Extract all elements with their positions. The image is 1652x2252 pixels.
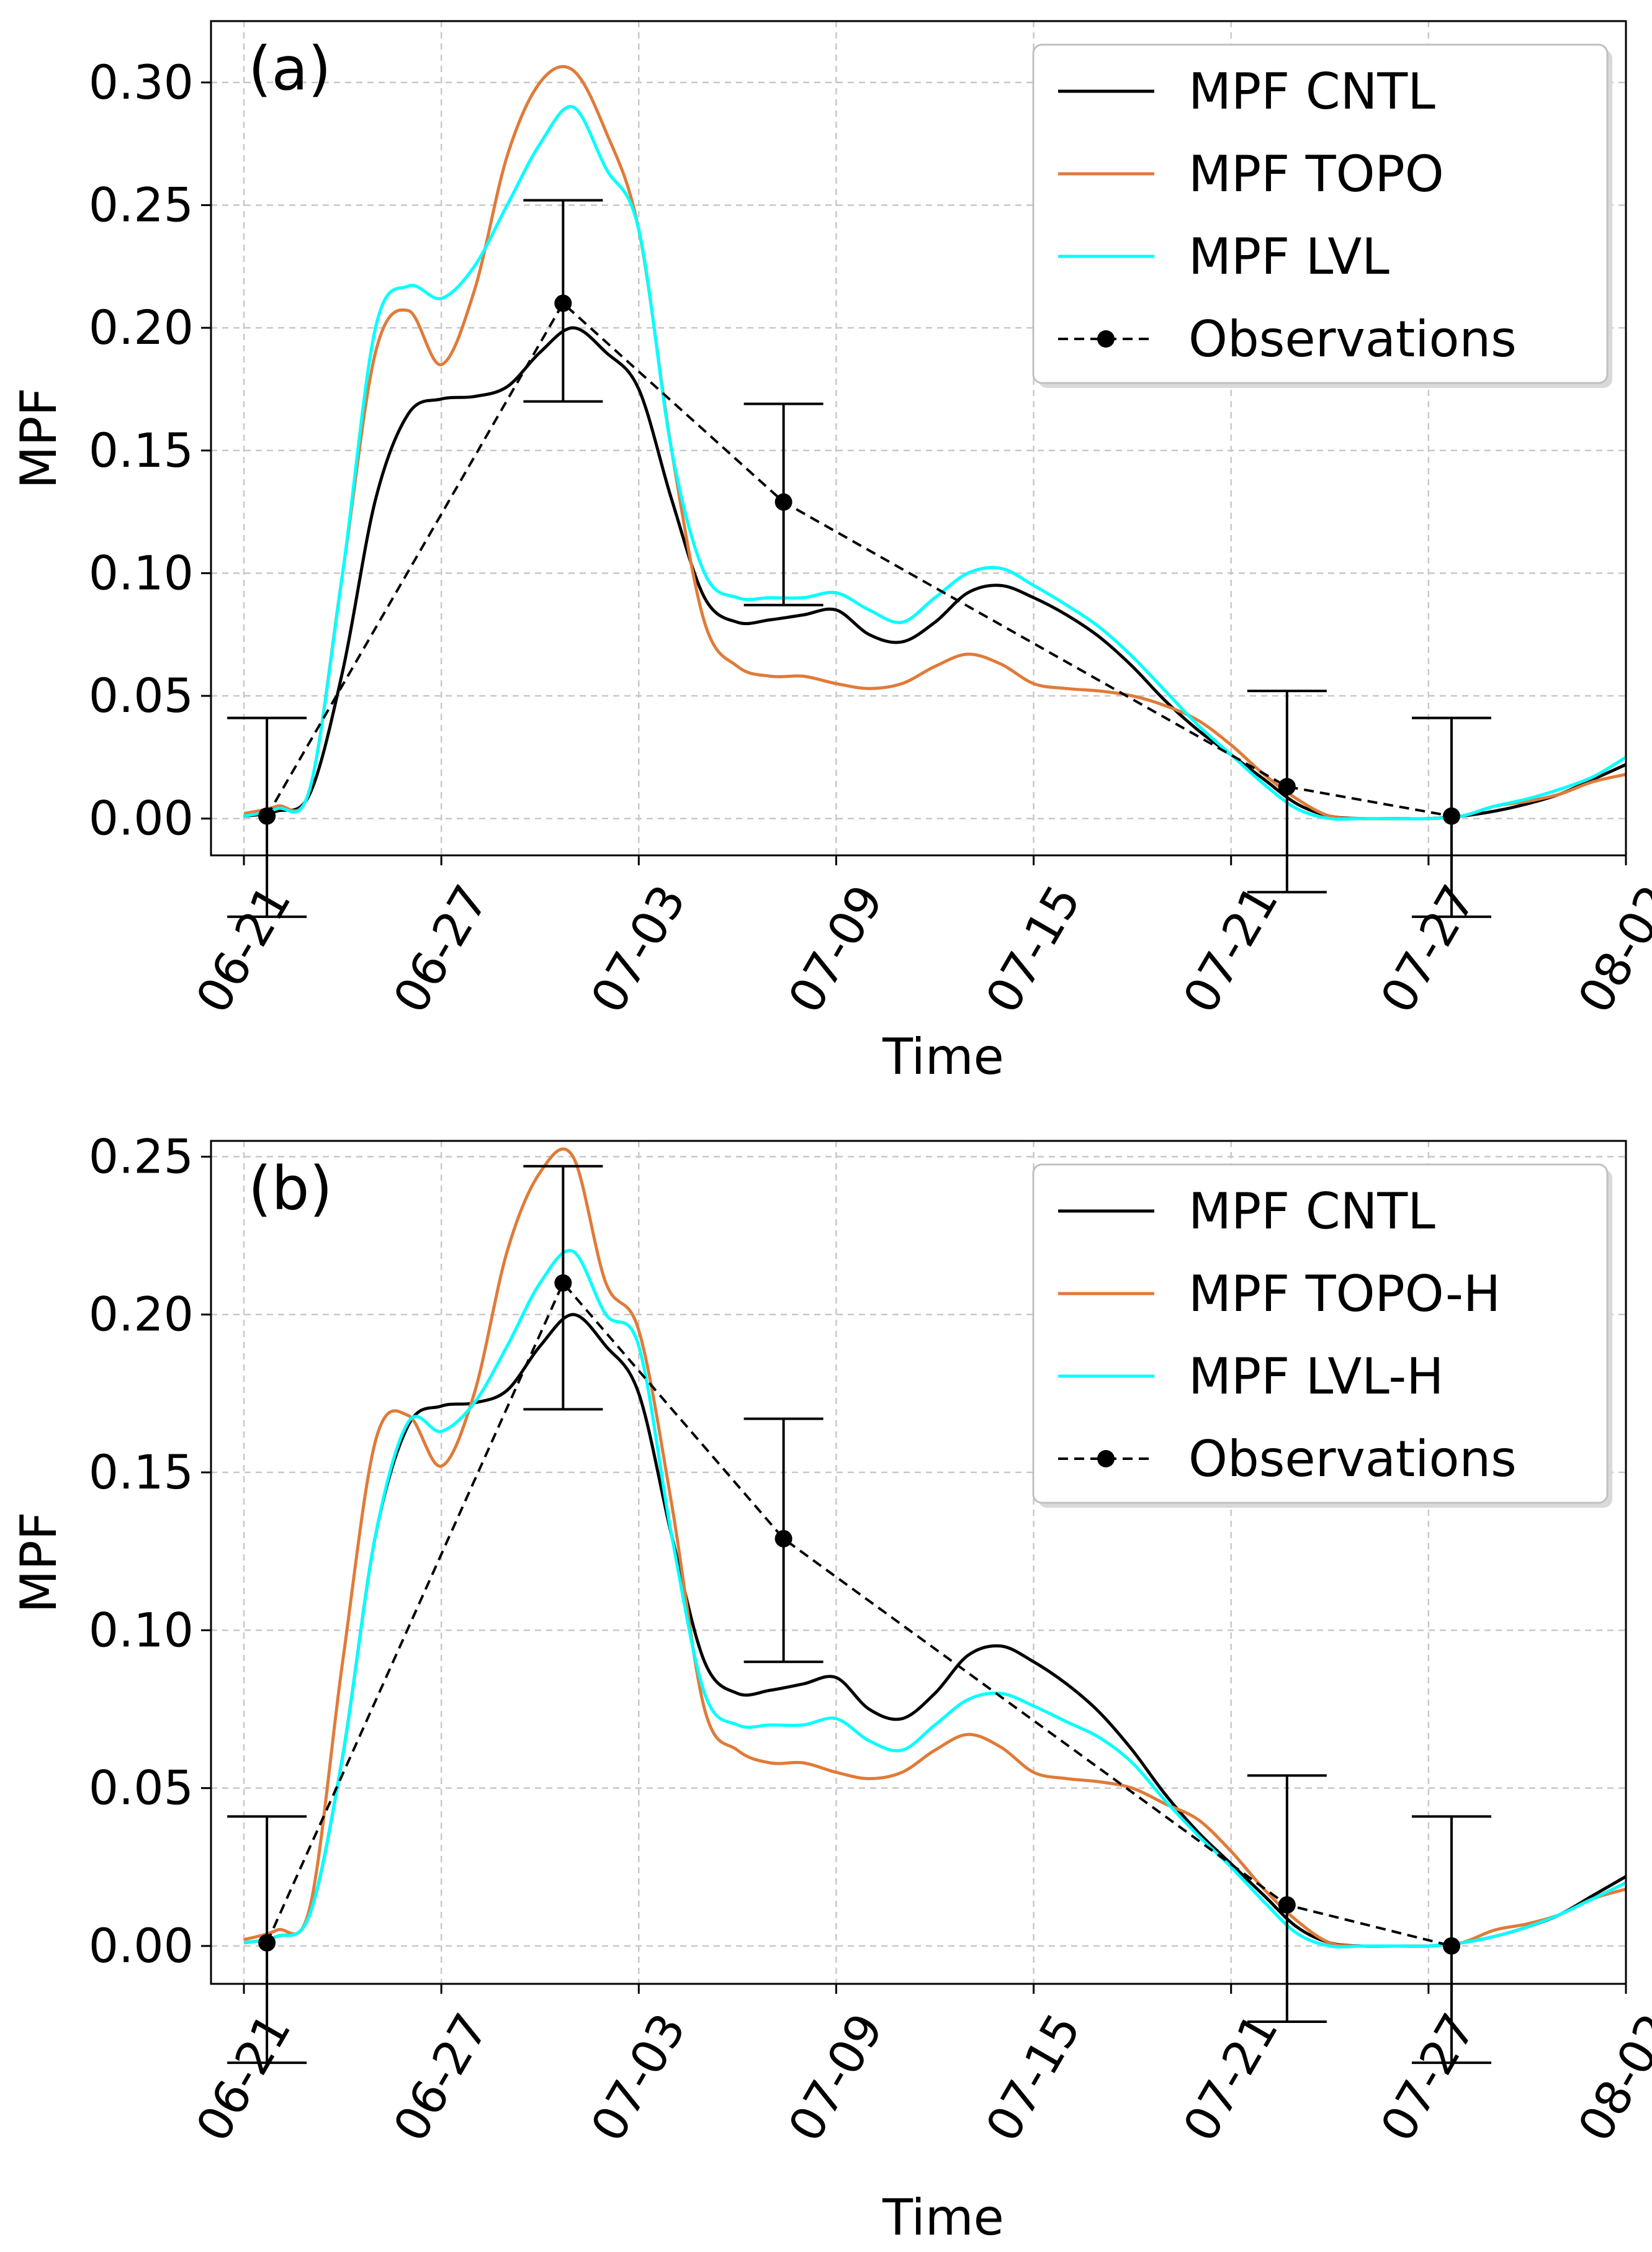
y-tick-label: 0.15 bbox=[89, 423, 194, 478]
x-tick-label: 06-21 bbox=[185, 876, 301, 1022]
x-tick-label: 07-27 bbox=[1370, 876, 1486, 1022]
observation-point bbox=[1442, 1937, 1460, 1955]
y-tick-label: 0.05 bbox=[89, 1760, 194, 1816]
x-tick-label: 06-27 bbox=[382, 2004, 498, 2151]
legend-label: MPF LVL-H bbox=[1188, 1348, 1443, 1405]
legend-label: Observations bbox=[1188, 1430, 1517, 1488]
legend-label: MPF TOPO bbox=[1188, 145, 1444, 203]
x-tick-label: 07-03 bbox=[580, 2004, 696, 2151]
x-tick-label: 07-21 bbox=[1172, 2004, 1288, 2151]
panel-label: (a) bbox=[248, 34, 331, 104]
y-tick-label: 0.00 bbox=[89, 791, 194, 846]
series-line-mpf-lvl-h bbox=[243, 1249, 1626, 1948]
y-tick-label: 0.30 bbox=[89, 55, 194, 110]
legend-marker-observations bbox=[1097, 330, 1115, 348]
y-tick-label: 0.25 bbox=[89, 1128, 194, 1184]
x-tick-label: 08-02 bbox=[1567, 876, 1652, 1022]
observation-point bbox=[1278, 1896, 1296, 1914]
x-axis-label: Time bbox=[882, 2189, 1004, 2246]
x-tick-label: 07-21 bbox=[1172, 876, 1288, 1022]
panel-a: 06-21 06-27 07-03 07-09 07-15 07-21 07-27 08-02… bbox=[10, 20, 1652, 1086]
panel-b: 06-21 06-27 07-03 07-09 07-15 07-21 07-27 08-02… bbox=[10, 1128, 1652, 2246]
legend-label: MPF CNTL bbox=[1188, 1182, 1435, 1240]
x-tick-label: 07-09 bbox=[778, 876, 894, 1022]
series-group bbox=[243, 65, 1626, 821]
x-axis-label: Time bbox=[882, 1028, 1004, 1086]
plot-frame bbox=[210, 20, 1627, 857]
plot-frame bbox=[210, 1140, 1627, 1985]
x-tick-label: 08-02 bbox=[1567, 2004, 1652, 2151]
legend-label: MPF CNTL bbox=[1188, 63, 1435, 120]
observation-point bbox=[554, 294, 572, 312]
series-group bbox=[243, 1147, 1626, 1948]
observation-point bbox=[554, 1274, 572, 1292]
y-axis-label: MPF bbox=[10, 1511, 68, 1613]
y-tick-label: 0.00 bbox=[89, 1918, 194, 1973]
legend-label: MPF TOPO-H bbox=[1188, 1265, 1501, 1323]
x-tick-label: 07-15 bbox=[975, 2004, 1091, 2151]
x-tick-label: 07-15 bbox=[975, 876, 1091, 1022]
y-tick-label: 0.20 bbox=[89, 300, 194, 355]
x-tick-label: 06-21 bbox=[185, 2004, 301, 2151]
legend-marker-observations bbox=[1097, 1450, 1115, 1467]
panel-label: (b) bbox=[248, 1154, 333, 1223]
y-tick-label: 0.05 bbox=[89, 668, 194, 723]
x-tick-label: 07-09 bbox=[778, 2004, 894, 2151]
x-tick-label: 07-03 bbox=[580, 876, 696, 1022]
legend bbox=[1032, 43, 1609, 384]
observation-point bbox=[258, 807, 276, 825]
y-tick-label: 0.10 bbox=[89, 545, 194, 600]
y-tick-label: 0.10 bbox=[89, 1602, 194, 1657]
y-tick-label: 0.20 bbox=[89, 1287, 194, 1342]
x-tick-label: 06-27 bbox=[382, 876, 498, 1022]
observation-point bbox=[774, 493, 792, 511]
legend bbox=[1032, 1163, 1609, 1504]
observation-point bbox=[258, 1934, 276, 1952]
observation-point bbox=[1278, 778, 1296, 796]
legend-label: MPF LVL bbox=[1188, 228, 1389, 286]
series-line-mpf-lvl bbox=[243, 105, 1626, 821]
y-tick-label: 0.15 bbox=[89, 1444, 194, 1500]
observation-point bbox=[774, 1529, 792, 1547]
y-tick-label: 0.25 bbox=[89, 177, 194, 232]
y-axis-label: MPF bbox=[10, 387, 68, 489]
legend-label: Observations bbox=[1188, 310, 1517, 368]
observation-point bbox=[1442, 807, 1460, 825]
x-tick-label: 07-27 bbox=[1370, 2004, 1486, 2151]
